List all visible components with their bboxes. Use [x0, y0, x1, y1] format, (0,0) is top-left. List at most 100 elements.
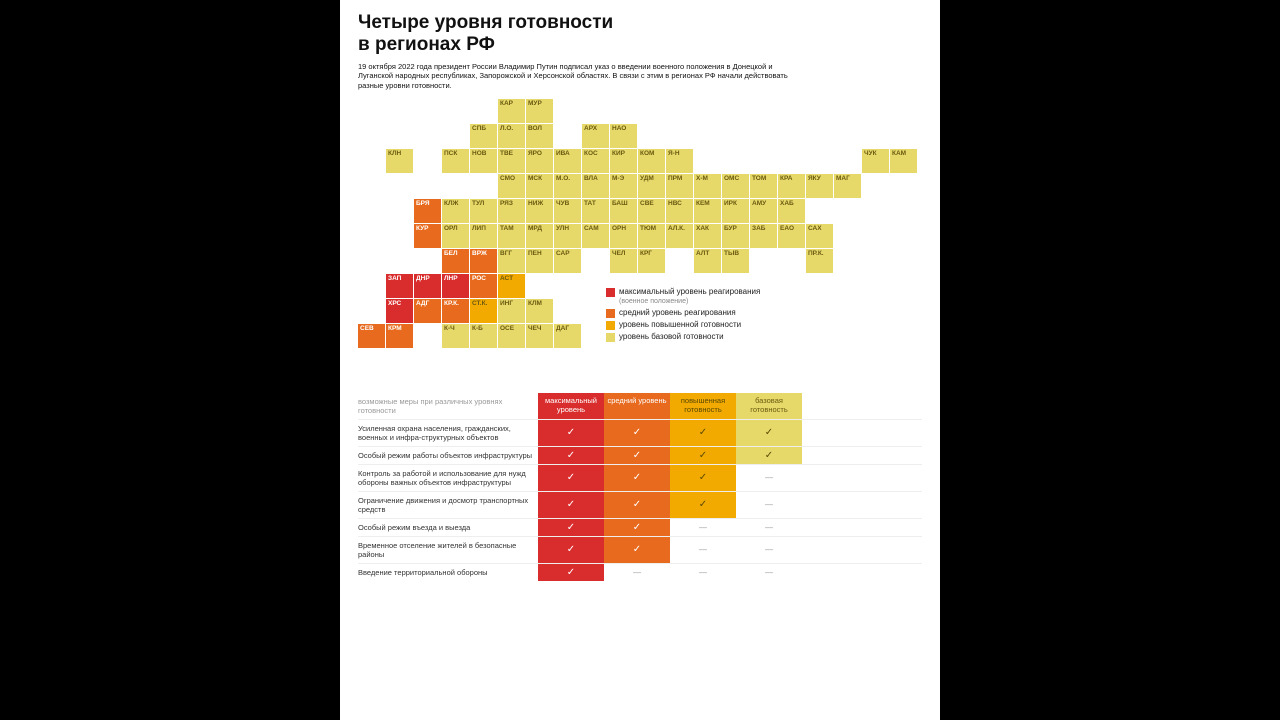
region-cell: МРД	[526, 224, 553, 248]
region-cell: КУР	[414, 224, 441, 248]
region-cell: АРХ	[582, 124, 609, 148]
table-cell: —	[670, 537, 736, 563]
region-cell: ОРН	[610, 224, 637, 248]
table-cell: ✓	[604, 537, 670, 563]
table-row: Особый режим работы объектов инфраструкт…	[358, 446, 922, 464]
region-cell: ТАТ	[582, 199, 609, 223]
table-cell: ✓	[538, 492, 604, 518]
region-cell: СВЕ	[638, 199, 665, 223]
title-line1: Четыре уровня готовности	[358, 12, 613, 33]
region-cell: ПЕН	[526, 249, 553, 273]
table-cell: ✓	[604, 447, 670, 464]
region-cell: КРА	[778, 174, 805, 198]
table-row-label: Особый режим работы объектов инфраструкт…	[358, 447, 538, 464]
table-cell: —	[736, 537, 802, 563]
table-cell: ✓	[538, 537, 604, 563]
region-cell: ЯКУ	[806, 174, 833, 198]
region-cell: УДМ	[638, 174, 665, 198]
table-row-label: Контроль за работой и использование для …	[358, 465, 538, 491]
table-row: Ограничение движения и досмотр транспорт…	[358, 491, 922, 518]
region-cell: Л.О.	[498, 124, 525, 148]
table-cell: ✓	[538, 519, 604, 536]
region-cell: ЧУВ	[554, 199, 581, 223]
region-cell: ПРМ	[666, 174, 693, 198]
legend-item: уровень базовой готовности	[606, 332, 760, 343]
table-cell: ✓	[736, 447, 802, 464]
region-cell: КР.К.	[442, 299, 469, 323]
legend-sublabel: (военное положение)	[619, 297, 760, 306]
region-cell: ХАК	[694, 224, 721, 248]
region-cell: КАР	[498, 99, 525, 123]
legend-item: уровень повышенной готовности	[606, 320, 760, 331]
table-cell: ✓	[604, 420, 670, 446]
region-cell: БЕЛ	[442, 249, 469, 273]
region-cell: АМУ	[750, 199, 777, 223]
table-cell: —	[736, 519, 802, 536]
region-cell: АДГ	[414, 299, 441, 323]
region-cell: ТОМ	[750, 174, 777, 198]
table-cell: ✓	[604, 465, 670, 491]
region-cell: НИЖ	[526, 199, 553, 223]
region-cell: ОРЛ	[442, 224, 469, 248]
page-title: Четыре уровня готовности в регионах РФ	[358, 12, 922, 56]
region-cell: ЛНР	[442, 274, 469, 298]
region-cell: К-Б	[470, 324, 497, 348]
table-row-header-title: возможные меры при различных уровнях гот…	[358, 393, 538, 419]
page-description: 19 октября 2022 года президент России Вл…	[358, 62, 798, 91]
region-cell: МУР	[526, 99, 553, 123]
region-cell: СЕВ	[358, 324, 385, 348]
table-row: Усиленная охрана населения, гражданских,…	[358, 419, 922, 446]
region-cell: КЛМ	[526, 299, 553, 323]
region-cell: М.О.	[554, 174, 581, 198]
legend-swatch	[606, 309, 615, 318]
region-cell: САМ	[582, 224, 609, 248]
region-cell: ТВЕ	[498, 149, 525, 173]
region-cell: ЕАО	[778, 224, 805, 248]
region-cell: ВРЖ	[470, 249, 497, 273]
region-cell: МСК	[526, 174, 553, 198]
table-cell: ✓	[538, 564, 604, 581]
table-cell: ✓	[538, 447, 604, 464]
region-cell: ДНР	[414, 274, 441, 298]
region-cell: КОМ	[638, 149, 665, 173]
table-row: Особый режим въезда и выезда✓✓——	[358, 518, 922, 536]
table-cell: ✓	[670, 420, 736, 446]
table-row-label: Усиленная охрана населения, гражданских,…	[358, 420, 538, 446]
table-row-label: Введение территориальной обороны	[358, 564, 538, 581]
table-cell: —	[736, 465, 802, 491]
table-cell: ✓	[670, 465, 736, 491]
region-cell: ЛИП	[470, 224, 497, 248]
infographic-page: Четыре уровня готовности в регионах РФ 1…	[340, 0, 940, 720]
region-cell: ИНГ	[498, 299, 525, 323]
region-cell: ЧЕЧ	[526, 324, 553, 348]
region-cell: ОСЕ	[498, 324, 525, 348]
table-row: Временное отселение жителей в безопасные…	[358, 536, 922, 563]
region-cell: К-Ч	[442, 324, 469, 348]
region-cell: АСТ	[498, 274, 525, 298]
region-cell: ВГГ	[498, 249, 525, 273]
table-cell: ✓	[604, 519, 670, 536]
region-cell: МАГ	[834, 174, 861, 198]
table-cell: ✓	[538, 420, 604, 446]
region-cell: АЛ.К.	[666, 224, 693, 248]
region-cell: ХАБ	[778, 199, 805, 223]
table-cell: —	[670, 564, 736, 581]
table-column-header: средний уровень	[604, 393, 670, 419]
region-cell: УЛН	[554, 224, 581, 248]
region-cell: ТАМ	[498, 224, 525, 248]
region-cell: ИРК	[722, 199, 749, 223]
region-cell: ЯРО	[526, 149, 553, 173]
region-cell: АЛТ	[694, 249, 721, 273]
region-cell: ПСК	[442, 149, 469, 173]
region-cell: ПР.К.	[806, 249, 833, 273]
region-cell: НОВ	[470, 149, 497, 173]
legend-label: уровень базовой готовности	[619, 332, 724, 343]
map-legend: максимальный уровень реагирования(военно…	[606, 287, 760, 344]
legend-swatch	[606, 288, 615, 297]
region-cell: НВС	[666, 199, 693, 223]
region-cell: ТЮМ	[638, 224, 665, 248]
table-row-label: Временное отселение жителей в безопасные…	[358, 537, 538, 563]
region-cell: ДАГ	[554, 324, 581, 348]
table-cell: ✓	[736, 420, 802, 446]
table-cell: ✓	[604, 492, 670, 518]
